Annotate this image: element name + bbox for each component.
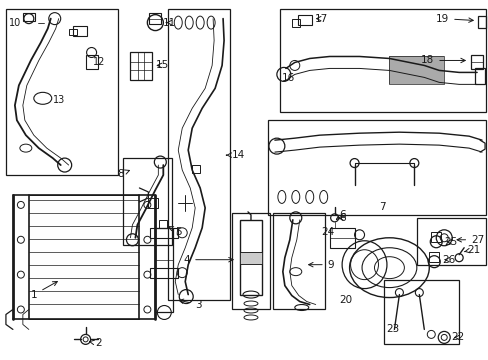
Text: 20: 20 bbox=[339, 294, 352, 305]
Text: 4: 4 bbox=[183, 255, 233, 265]
Text: 26: 26 bbox=[441, 255, 454, 265]
Bar bbox=[85, 55, 98, 69]
Text: 9: 9 bbox=[308, 260, 334, 270]
Text: 23: 23 bbox=[386, 324, 399, 334]
Text: 22: 22 bbox=[450, 332, 464, 342]
Text: 16: 16 bbox=[281, 73, 294, 84]
Bar bbox=[73, 26, 86, 36]
Text: 11: 11 bbox=[162, 18, 175, 28]
Bar bbox=[232, 213, 269, 310]
Bar bbox=[168, 9, 229, 300]
Bar bbox=[159, 220, 167, 228]
Bar bbox=[279, 9, 485, 112]
Bar bbox=[192, 165, 200, 173]
Bar bbox=[6, 9, 118, 175]
Bar bbox=[240, 220, 262, 294]
Text: 10: 10 bbox=[9, 18, 21, 28]
Bar bbox=[474, 68, 484, 84]
Text: 24: 24 bbox=[321, 227, 334, 237]
Bar bbox=[388, 57, 443, 84]
Text: 6: 6 bbox=[338, 213, 346, 223]
Bar bbox=[272, 213, 324, 310]
Text: 14: 14 bbox=[226, 150, 245, 160]
Bar bbox=[155, 228, 173, 312]
Text: 12: 12 bbox=[92, 58, 105, 67]
Bar bbox=[291, 19, 299, 27]
Text: 18: 18 bbox=[420, 55, 464, 66]
Text: 8: 8 bbox=[117, 169, 129, 179]
Bar bbox=[123, 158, 172, 245]
Text: 3: 3 bbox=[179, 299, 202, 310]
Bar bbox=[148, 198, 158, 208]
Text: 17: 17 bbox=[314, 14, 327, 24]
Bar bbox=[329, 228, 354, 248]
Bar bbox=[416, 218, 485, 265]
Bar bbox=[477, 15, 485, 28]
Text: 27: 27 bbox=[456, 235, 484, 245]
Bar bbox=[267, 120, 485, 215]
Text: 25: 25 bbox=[443, 237, 457, 247]
Bar bbox=[388, 57, 443, 84]
Bar bbox=[23, 13, 35, 21]
Bar bbox=[150, 268, 178, 278]
Text: 2: 2 bbox=[89, 338, 102, 348]
Bar bbox=[430, 232, 440, 242]
Bar bbox=[240, 252, 262, 264]
Text: 6: 6 bbox=[336, 210, 346, 220]
Text: 21: 21 bbox=[464, 245, 479, 255]
Text: 5: 5 bbox=[168, 227, 182, 237]
Bar bbox=[428, 252, 438, 262]
Text: 15: 15 bbox=[155, 60, 168, 71]
Text: 1: 1 bbox=[31, 282, 57, 300]
Text: 13: 13 bbox=[53, 95, 65, 105]
Bar bbox=[68, 28, 77, 35]
Bar bbox=[297, 15, 311, 24]
Bar bbox=[150, 228, 178, 238]
Text: 19: 19 bbox=[435, 14, 472, 24]
Bar bbox=[149, 13, 161, 24]
Text: 7: 7 bbox=[379, 202, 386, 212]
Bar bbox=[130, 53, 152, 80]
Bar bbox=[384, 280, 458, 345]
Bar bbox=[470, 55, 482, 69]
